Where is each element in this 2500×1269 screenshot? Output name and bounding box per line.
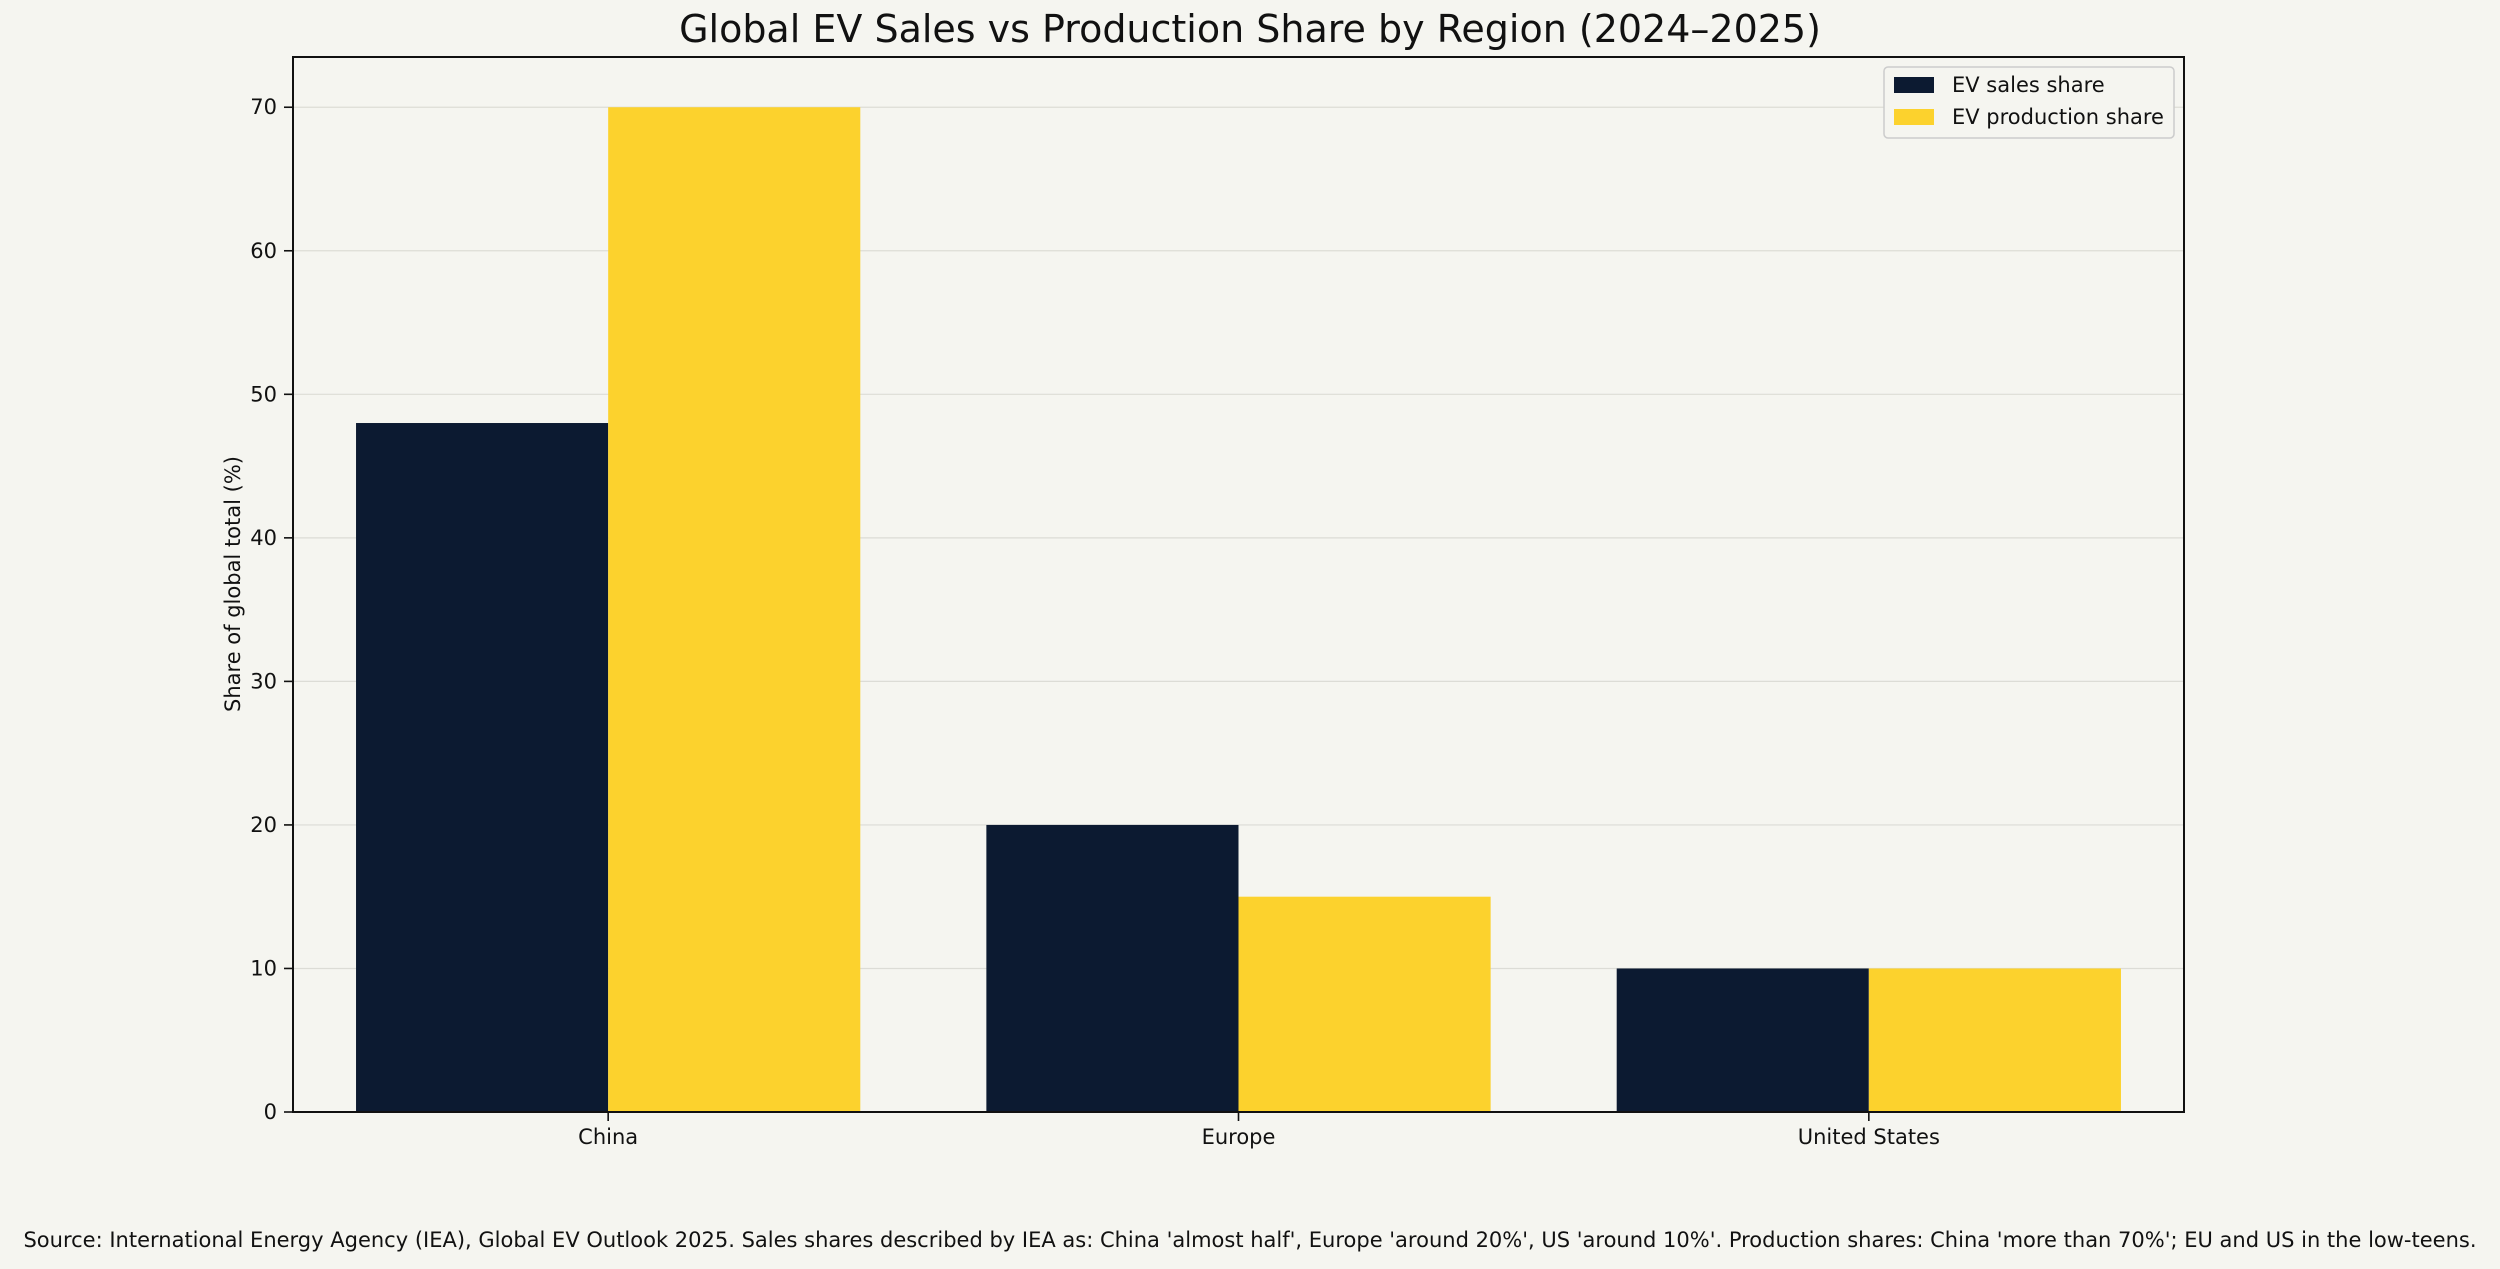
y-tick-label: 30 [250,669,277,693]
legend-swatch-sales [1894,77,1934,93]
bar-production-europe [1238,896,1491,1112]
plot-frame [292,56,2185,1113]
legend: EV sales share EV production share [1883,66,2175,139]
y-axis-ticks: 0 10 20 30 40 50 60 70 [250,95,293,1124]
x-tick-label: Europe [1202,1125,1276,1149]
chart-title: Global EV Sales vs Production Share by R… [679,7,1821,51]
y-tick-label: 60 [250,239,277,263]
y-tick-label: 50 [250,382,277,406]
bar-production-china [608,107,861,1112]
y-tick-label: 70 [250,95,277,119]
source-note: Source: International Energy Agency (IEA… [23,1228,2477,1252]
y-tick-label: 20 [250,813,277,837]
bar-sales-china [356,423,609,1113]
x-tick-label: China [578,1125,638,1149]
bar-sales-europe [986,824,1239,1112]
y-tick-label: 10 [250,956,277,980]
x-axis-ticks: China Europe United States [578,1112,1940,1149]
x-tick-label: United States [1798,1125,1940,1149]
bars [356,107,2121,1113]
y-tick-label: 0 [264,1100,277,1124]
legend-label-production: EV production share [1952,105,2164,129]
legend-label-sales: EV sales share [1952,73,2105,97]
legend-swatch-production [1894,109,1934,125]
y-axis-label: Share of global total (%) [221,456,245,712]
y-tick-label: 40 [250,526,277,550]
bar-production-united-states [1868,968,2121,1112]
legend-box [1883,66,2175,139]
bar-sales-united-states [1616,968,1869,1112]
